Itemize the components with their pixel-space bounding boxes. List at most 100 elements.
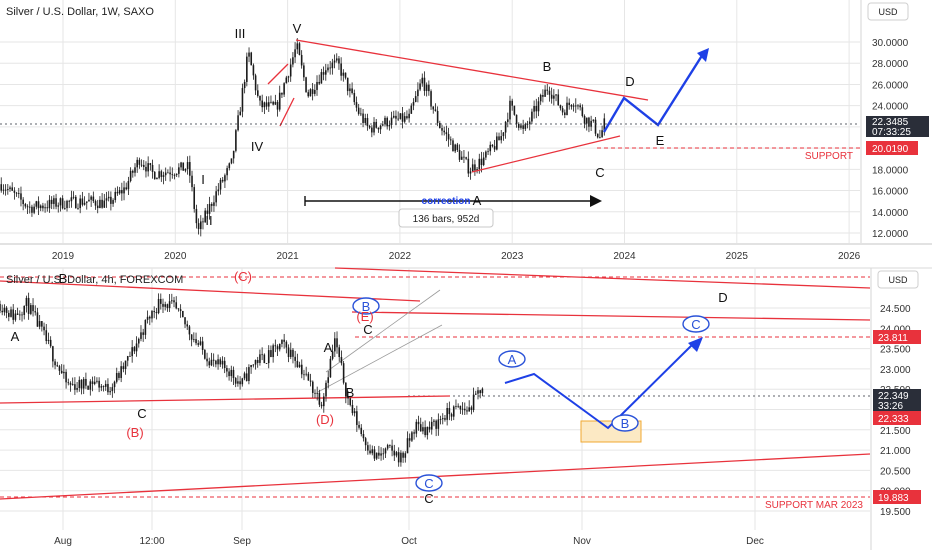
four-hour-currency-label: USD	[888, 275, 908, 285]
weekly-candle-body	[346, 77, 349, 92]
weekly-candle-body	[134, 167, 136, 173]
weekly-candle-body	[478, 158, 481, 170]
weekly-candle-body	[9, 187, 11, 190]
weekly-candle-body	[180, 162, 182, 168]
weekly-candle-body	[164, 172, 167, 176]
four-hour-candle-body	[115, 373, 118, 382]
weekly-candle-body	[64, 208, 66, 209]
four-hour-candle-body	[89, 381, 92, 390]
weekly-candle-body	[572, 105, 575, 107]
four-hour-candle-body	[60, 370, 63, 374]
weekly-candle-body	[186, 162, 189, 169]
four-hour-candle-body	[340, 357, 343, 364]
weekly-candle-body	[520, 125, 522, 128]
four-hour-candle-body	[113, 381, 116, 388]
four-hour-price-tick: 23.500	[880, 345, 911, 356]
four-hour-candle-body	[98, 380, 100, 388]
weekly-candle-body	[338, 58, 340, 64]
correction-label: correction	[422, 196, 471, 207]
four-hour-candle-body	[384, 448, 387, 454]
four-hour-candle-body	[12, 309, 15, 320]
four-hour-candle-body	[389, 445, 391, 446]
four-hour-candle-body	[153, 311, 155, 313]
weekly-candle-body	[35, 201, 38, 207]
weekly-candle-body	[246, 56, 248, 82]
weekly-candle-body	[274, 101, 277, 105]
weekly-candle-body	[147, 163, 149, 172]
weekly-candle-body	[55, 198, 57, 207]
weekly-candle-body	[524, 123, 527, 129]
weekly-candle-body	[522, 125, 524, 129]
four-hour-candle-body	[254, 359, 257, 365]
weekly-candle-body	[278, 92, 281, 110]
weekly-candle-body	[22, 199, 24, 205]
wave-label-c: C	[595, 165, 604, 180]
weekly-price-tick: 16.0000	[872, 187, 909, 198]
weekly-candle-body	[469, 171, 472, 174]
weekly-candle-body	[300, 54, 303, 66]
weekly-candle-body	[412, 101, 415, 106]
weekly-candle-body	[564, 112, 566, 116]
weekly-candle-body	[366, 117, 369, 127]
label-red-b: (B)	[126, 425, 143, 440]
four-hour-candle-body	[477, 390, 479, 394]
weekly-candle-body	[467, 158, 470, 174]
weekly-candle-body	[112, 200, 114, 204]
weekly-projection-arrowhead	[697, 48, 709, 62]
weekly-candle-body	[566, 102, 568, 116]
weekly-candle-body	[546, 89, 549, 91]
weekly-candle-body	[364, 117, 367, 123]
four-hour-candle-body	[320, 404, 323, 407]
weekly-candle-body	[487, 151, 489, 153]
weekly-candle-body	[167, 172, 169, 174]
four-hour-currency-button[interactable]	[877, 270, 919, 289]
weekly-candle-body	[485, 151, 487, 158]
weekly-candle-body	[243, 81, 246, 89]
four-hour-candle-body	[223, 360, 226, 368]
weekly-candle-body	[206, 210, 209, 214]
weekly-candle-body	[517, 123, 520, 128]
weekly-candle-body	[311, 89, 314, 94]
four-hour-candle-body	[67, 382, 70, 384]
weekly-candle-body	[500, 136, 503, 141]
circled-label-c-low-text: C	[424, 476, 433, 491]
four-hour-candle-body	[270, 350, 272, 358]
circled-label-a-future-text: A	[508, 352, 517, 367]
weekly-candle-body	[53, 198, 55, 204]
four-hour-time-tick: Aug	[54, 536, 72, 547]
weekly-candle-body	[425, 84, 428, 91]
four-hour-candle-body	[265, 363, 268, 364]
four-hour-candle-body	[296, 360, 299, 368]
weekly-currency-button[interactable]	[867, 2, 909, 21]
four-hour-candle-body	[345, 382, 347, 397]
weekly-candle-body	[539, 95, 542, 102]
weekly-candle-body	[254, 75, 257, 91]
four-hour-candle-body	[298, 364, 301, 368]
weekly-candle-body	[114, 191, 117, 201]
weekly-candle-body	[24, 204, 27, 207]
four-hour-candle-body	[100, 386, 103, 388]
four-hour-candle-body	[237, 381, 239, 384]
four-hour-candle-body	[219, 359, 222, 365]
four-hour-candle-body	[276, 346, 279, 350]
circled-label-a-future: A	[498, 350, 526, 368]
four-hour-candle-body	[160, 298, 162, 304]
four-hour-candle-body	[367, 445, 369, 451]
weekly-candle-body	[259, 95, 261, 101]
four-hour-grid	[0, 268, 870, 530]
weekly-candle-body	[307, 92, 310, 97]
four-hour-candle-body	[395, 452, 398, 456]
weekly-candle-body	[39, 205, 42, 209]
weekly-candle-body	[250, 52, 253, 66]
four-hour-candle-body	[56, 365, 59, 367]
flat-support-trendline	[0, 395, 451, 404]
weekly-candle-body	[482, 157, 485, 166]
four-hour-candle-body	[137, 338, 140, 344]
weekly-candle-body	[61, 198, 64, 209]
weekly-candle-body	[463, 156, 465, 158]
weekly-candle-body	[555, 94, 557, 96]
four-hour-support-price: 19.883	[878, 493, 909, 504]
weekly-candle-body	[226, 168, 228, 176]
weekly-candle-body	[460, 156, 463, 160]
four-hour-candle-body	[212, 359, 215, 361]
